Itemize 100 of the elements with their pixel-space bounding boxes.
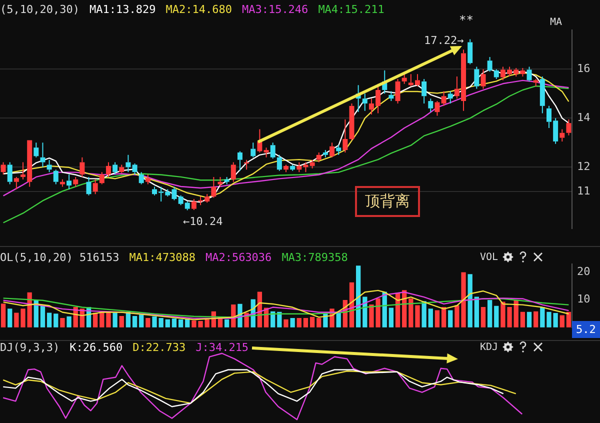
bar xyxy=(474,296,479,328)
y-tick-label: 20 xyxy=(577,265,590,278)
bar xyxy=(560,315,564,328)
candlestick xyxy=(388,90,394,102)
candlestick xyxy=(560,128,565,142)
candlestick xyxy=(224,176,230,185)
bar xyxy=(146,318,150,328)
bar xyxy=(448,310,453,328)
candlestick xyxy=(40,142,46,168)
candlestick xyxy=(126,154,131,173)
bar xyxy=(60,318,65,328)
candlestick xyxy=(336,144,342,156)
candlestick xyxy=(422,78,427,104)
bar xyxy=(66,316,72,328)
bar xyxy=(178,319,184,328)
bar xyxy=(303,318,308,328)
bar xyxy=(415,305,420,328)
y-tick-label: 14 xyxy=(577,111,591,124)
candlestick xyxy=(106,162,111,178)
candlestick xyxy=(92,178,98,195)
candlestick xyxy=(138,172,144,185)
series-label: J:34.215 xyxy=(196,341,249,354)
chart-title: DJ(9,3,3) xyxy=(0,341,60,354)
candlestick xyxy=(66,174,72,190)
candlestick xyxy=(540,76,545,114)
candlestick xyxy=(330,142,335,158)
bar xyxy=(290,318,295,328)
candlestick xyxy=(487,56,492,72)
candlestick xyxy=(237,150,242,172)
candlestick xyxy=(119,164,124,174)
candlestick xyxy=(434,100,440,116)
candlestick xyxy=(342,118,348,153)
text: ** xyxy=(459,13,474,27)
text: MA2:14.680 xyxy=(166,3,232,16)
candlestick xyxy=(290,164,296,172)
candlestick xyxy=(46,159,52,173)
candlestick xyxy=(395,78,400,104)
annotation: ←10.24 xyxy=(183,215,223,228)
bar xyxy=(468,274,472,328)
bar xyxy=(54,314,58,328)
text: VOL xyxy=(480,252,498,262)
bar xyxy=(310,316,315,328)
candlestick xyxy=(0,162,6,176)
candlestick xyxy=(284,164,288,173)
bar xyxy=(132,316,138,328)
bar xyxy=(316,318,322,328)
candlestick xyxy=(112,162,118,176)
bar xyxy=(356,266,361,328)
bar xyxy=(422,301,426,328)
bar xyxy=(566,312,572,328)
bar xyxy=(40,305,46,328)
text: MA3:789358 xyxy=(282,251,348,264)
annotation: 17.22→ xyxy=(424,34,464,47)
bar xyxy=(388,308,394,328)
chart-title: (5,10,20,30) xyxy=(0,3,80,16)
candlestick xyxy=(474,66,480,90)
candlestick xyxy=(132,162,138,176)
candlestick xyxy=(316,152,322,163)
candlestick xyxy=(80,156,85,178)
candlestick xyxy=(145,174,150,185)
candlestick xyxy=(270,142,276,160)
candlestick xyxy=(362,93,368,112)
y-tick-label: 10 xyxy=(577,292,590,306)
candlestick xyxy=(526,66,532,82)
bar xyxy=(224,319,230,328)
bar xyxy=(165,319,170,328)
candlestick xyxy=(73,176,78,188)
bar xyxy=(434,310,440,328)
candlestick xyxy=(441,90,446,106)
bar xyxy=(106,311,111,328)
bar xyxy=(158,318,164,328)
bar xyxy=(139,314,144,328)
text: KDJ xyxy=(480,342,498,352)
candlestick xyxy=(494,68,499,80)
candlestick xyxy=(402,74,407,84)
candlestick xyxy=(428,98,434,113)
bar xyxy=(534,311,538,328)
bar xyxy=(172,318,177,328)
candlestick xyxy=(322,150,328,158)
bar xyxy=(119,316,124,328)
bar xyxy=(0,304,6,328)
chart-title: OL(5,10,20) 516153 xyxy=(0,251,120,264)
text: MA xyxy=(550,17,562,28)
text: MA2:563036 xyxy=(205,251,272,264)
text: 5.2 xyxy=(576,323,596,336)
text: D:22.733 xyxy=(132,341,186,354)
candlestick xyxy=(276,154,282,172)
bar xyxy=(152,316,157,328)
candlestick xyxy=(264,147,269,158)
candlestick xyxy=(86,176,92,196)
candlestick xyxy=(218,176,223,188)
candlestick xyxy=(53,169,58,185)
candlestick xyxy=(310,159,315,169)
candlestick xyxy=(14,176,19,190)
y-tick-label: 12 xyxy=(577,160,590,174)
candlestick xyxy=(7,162,12,185)
bar xyxy=(408,298,414,328)
text: MA4:15.211 xyxy=(318,3,384,16)
candlestick xyxy=(349,102,354,141)
bar xyxy=(112,312,118,328)
